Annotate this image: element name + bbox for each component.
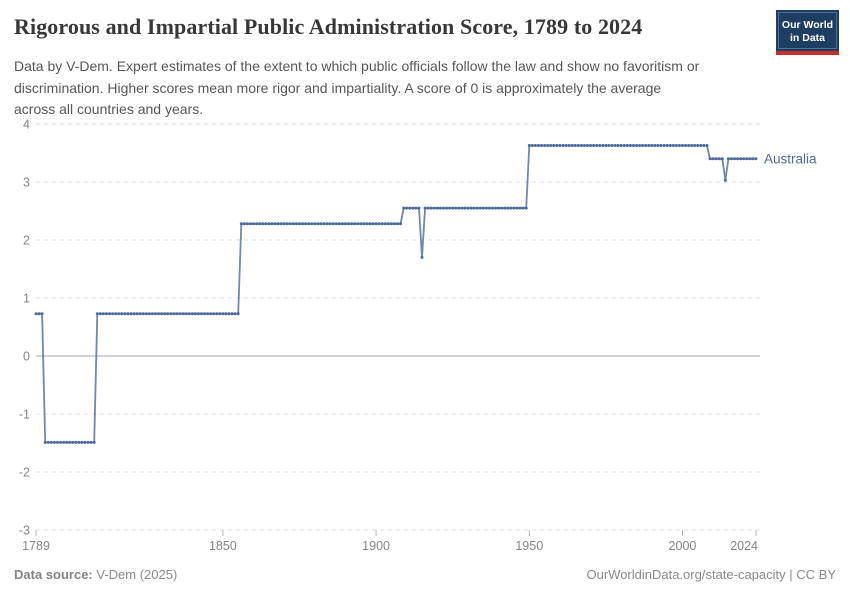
x-axis-label: 1789 (22, 539, 50, 553)
data-source-value: V-Dem (2025) (92, 567, 178, 582)
credit-link[interactable]: OurWorldinData.org/state-capacity | CC B… (586, 567, 836, 582)
series-markers (34, 144, 758, 444)
owid-logo: Our World in Data (776, 10, 839, 55)
owid-logo-line1: Our World (781, 19, 834, 31)
y-axis-label: -2 (19, 466, 30, 480)
owid-logo-red-bar (776, 51, 839, 55)
series-label: Australia (764, 151, 817, 166)
chart-subtitle: Data by V-Dem. Expert estimates of the e… (14, 56, 734, 121)
y-axis-label: 3 (23, 176, 30, 190)
series-line-australia (36, 144, 756, 444)
subtitle-line: across all countries and years. (14, 101, 204, 117)
y-axis-label: 1 (23, 292, 30, 306)
x-axis-label: 2024 (730, 539, 758, 553)
y-axis-label: 4 (23, 118, 30, 132)
x-axis-label: 1850 (209, 539, 237, 553)
data-source-label: Data source: (14, 567, 93, 582)
y-axis-label: 0 (23, 350, 30, 364)
x-axis-label: 1950 (515, 539, 543, 553)
subtitle-line: discrimination. Higher scores mean more … (14, 79, 662, 96)
x-axis-label: 1900 (362, 539, 390, 553)
line-chart: 4 3 2 1 0 -1 -2 -3 1789 1850 1900 1950 2000 2024 Austr… (0, 110, 850, 570)
chart-title: Rigorous and Impartial Public Administra… (14, 14, 643, 39)
y-axis-label: 2 (23, 234, 30, 248)
owid-logo-line2: in Data (789, 32, 825, 44)
y-axis-label: -3 (19, 524, 30, 538)
x-axis-label: 2000 (669, 539, 697, 553)
chart-footer: Data source: V-Dem (2025) OurWorldinData… (14, 567, 836, 582)
owid-logo-text: Our World in Data (778, 12, 837, 49)
y-axis-label: -1 (19, 408, 30, 422)
data-source: Data source: V-Dem (2025) (14, 567, 177, 582)
subtitle-line: Data by V-Dem. Expert estimates of the e… (14, 58, 700, 74)
